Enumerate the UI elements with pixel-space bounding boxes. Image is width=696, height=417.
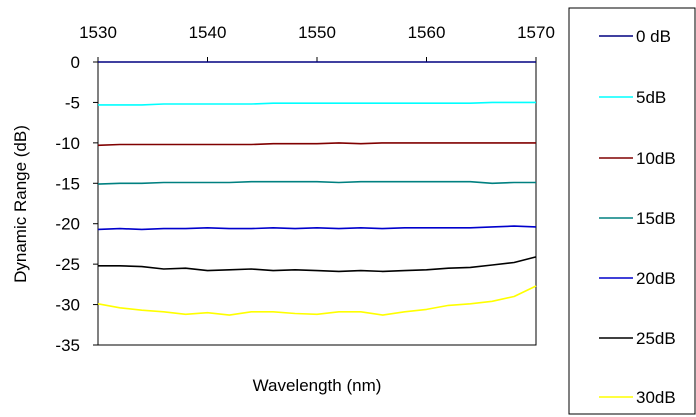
legend-box (568, 7, 696, 415)
legend-item: 15dB (599, 209, 676, 228)
legend-item: 10dB (599, 149, 676, 168)
legend-item: 0 dB (599, 27, 671, 46)
y-tick-label: -25 (55, 255, 80, 274)
legend-item: 25dB (599, 329, 676, 348)
legend-label: 10dB (636, 149, 676, 168)
series-line-2 (97, 142, 536, 147)
legend-label: 20dB (636, 269, 676, 288)
y-axis-title: Dynamic Range (dB) (11, 125, 30, 283)
y-tick-label: -10 (55, 134, 80, 153)
y-tick-label: -35 (55, 336, 80, 355)
plot-area (97, 61, 537, 346)
x-axis-title: Wavelength (nm) (253, 376, 382, 395)
y-tick-label: -30 (55, 296, 80, 315)
series-line-1 (98, 101, 536, 106)
legend-item: 20dB (599, 269, 676, 288)
legend-item: 30dB (599, 388, 676, 407)
legend-label: 0 dB (636, 27, 671, 46)
x-tick-label: 1570 (517, 23, 555, 42)
y-tick-label: 0 (71, 53, 80, 72)
series-line-4 (97, 225, 537, 231)
legend-label: 30dB (636, 388, 676, 407)
legend-label: 15dB (636, 209, 676, 228)
x-tick-label: 1550 (298, 23, 336, 42)
y-tick-label: -20 (55, 215, 80, 234)
legend: 0 dB 5dB 10dB 15dB 20dB 25dB 30dB (599, 27, 676, 407)
legend-label: 25dB (636, 329, 676, 348)
series-line-3 (97, 180, 536, 185)
y-axis: 0 -5 -10 -15 -20 -25 -30 -35 (55, 53, 98, 355)
x-tick-label: 1560 (408, 23, 446, 42)
x-tick-label: 1530 (79, 23, 117, 42)
legend-item: 5dB (599, 88, 666, 107)
legend-label: 5dB (636, 88, 666, 107)
y-tick-label: -15 (55, 174, 80, 193)
series-line-5 (98, 256, 537, 273)
series-line-6 (97, 285, 537, 316)
x-tick-label: 1540 (189, 23, 227, 42)
series-layer (97, 61, 537, 316)
x-axis: 1530 1540 1550 1560 1570 (79, 23, 555, 62)
y-tick-label: -5 (65, 93, 80, 112)
